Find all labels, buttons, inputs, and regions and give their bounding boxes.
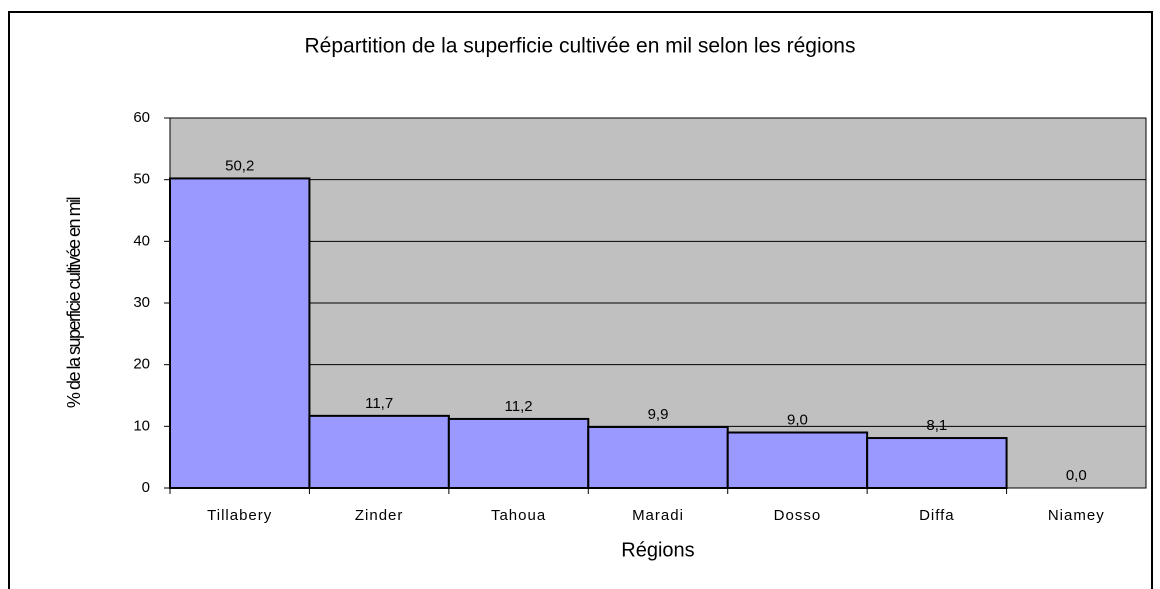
y-tick-label: 0	[142, 479, 150, 496]
bar	[308, 414, 450, 490]
x-tick-label: Dosso	[774, 507, 822, 524]
bar	[587, 425, 729, 490]
x-tick-label: Tahoua	[491, 507, 546, 524]
y-axis-title: % de la superficie cultivée en mil	[64, 197, 84, 408]
y-tick-label: 40	[133, 232, 150, 249]
x-tick-label: Maradi	[632, 507, 684, 524]
value-label: 50,2	[225, 157, 254, 174]
bar	[447, 417, 590, 489]
x-tick-label: Diffa	[919, 507, 955, 524]
x-tick-label: Niamey	[1048, 507, 1105, 524]
x-tick-label: Tillabery	[207, 507, 272, 524]
y-tick-label: 60	[133, 109, 150, 126]
value-label: 9,0	[787, 411, 808, 428]
bar	[726, 431, 869, 489]
y-tick-label: 30	[133, 294, 150, 311]
bar	[169, 177, 311, 490]
chart-frame	[8, 11, 1153, 589]
chart-title: Répartition de la superficie cultivée en…	[305, 35, 856, 58]
x-tick-label: Zinder	[355, 507, 404, 524]
y-tick-label: 50	[133, 171, 150, 188]
bar	[866, 437, 1008, 489]
y-tick-label: 20	[133, 356, 150, 373]
value-label: 9,9	[648, 406, 669, 423]
value-label: 8,1	[926, 417, 947, 434]
x-axis-title: Régions	[621, 539, 694, 561]
value-label: 11,7	[365, 395, 393, 412]
value-label: 0,0	[1066, 467, 1087, 484]
y-tick-label: 10	[133, 417, 150, 434]
value-label: 11,2	[505, 398, 533, 415]
